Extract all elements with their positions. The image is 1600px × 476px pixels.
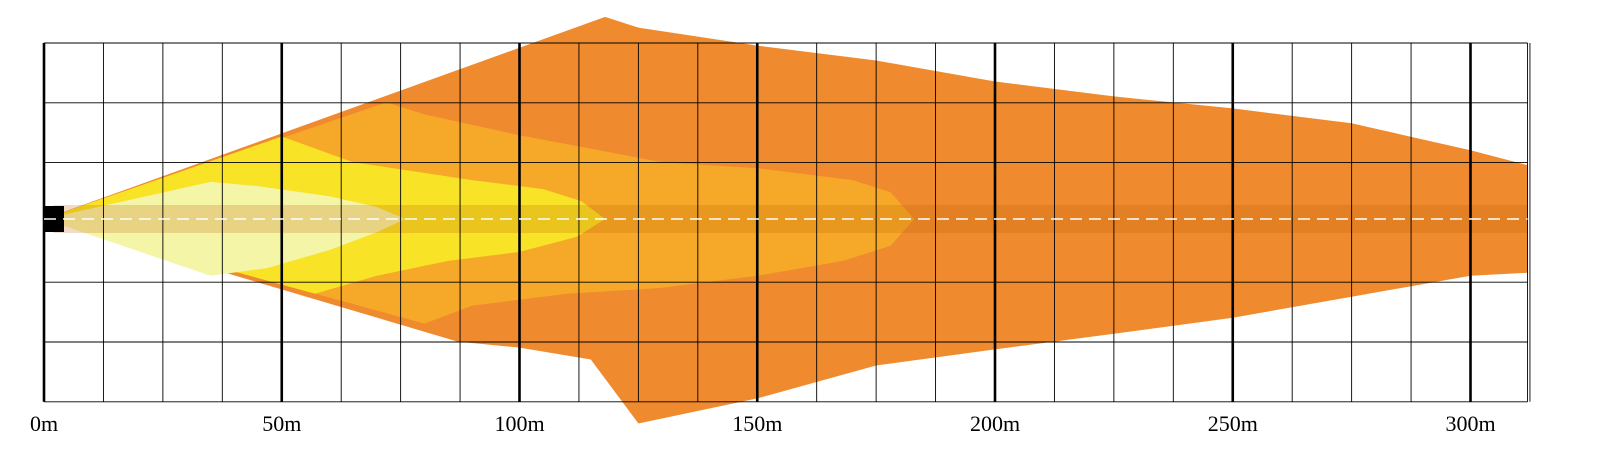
distance-axis-labels: 0m 50m 100m 150m 200m 250m 300m	[30, 411, 1496, 436]
grid	[42, 42, 1531, 403]
x-tick-label: 100m	[494, 411, 544, 436]
x-tick-label: 250m	[1208, 411, 1258, 436]
x-tick-label: 150m	[732, 411, 782, 436]
beam-zones	[44, 16, 1528, 424]
x-tick-label: 300m	[1445, 411, 1495, 436]
beam-zone-core	[44, 181, 406, 276]
x-tick-label: 200m	[970, 411, 1020, 436]
x-tick-label: 50m	[262, 411, 301, 436]
x-tick-label: 0m	[30, 411, 58, 436]
